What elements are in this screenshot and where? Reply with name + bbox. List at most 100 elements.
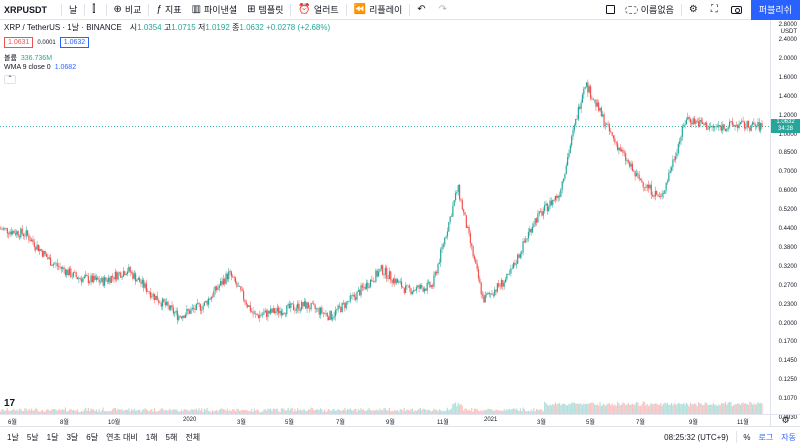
symbol-search[interactable]: XRPUSDT <box>4 4 48 15</box>
volume-bar <box>487 408 489 414</box>
auto-scale-button[interactable]: 자동 <box>781 432 796 442</box>
clock[interactable]: 08:25:32 (UTC+9) <box>664 432 729 442</box>
range-button[interactable]: 1해 <box>145 432 158 442</box>
settings-button[interactable]: ⚙ <box>684 0 706 20</box>
volume-bar <box>249 411 251 414</box>
wma-legend[interactable]: WMA 9 close 0 1.0682 <box>4 64 76 71</box>
time-tick-label: 2020 <box>183 417 197 423</box>
interval-button[interactable]: 날 <box>64 0 82 20</box>
high-label: 고 <box>163 23 172 32</box>
candle-body <box>116 271 118 280</box>
range-button[interactable]: 1달 <box>46 432 59 442</box>
candle-body <box>371 279 373 282</box>
volume-bar <box>588 403 590 414</box>
range-button[interactable]: 6달 <box>86 432 99 442</box>
volume-bar <box>421 410 423 414</box>
volume-bar <box>633 404 635 414</box>
percent-scale-button[interactable]: % <box>743 432 751 442</box>
candle-body <box>741 120 743 123</box>
chart-pane[interactable] <box>0 20 770 414</box>
indicators-button[interactable]: ƒ 지표 <box>151 0 186 20</box>
candle-body <box>263 312 265 315</box>
volume-bar <box>93 409 95 414</box>
sell-price-button[interactable]: 1.0631 <box>4 37 34 48</box>
volume-bar <box>616 401 619 414</box>
candle-body <box>603 114 605 126</box>
candle-body <box>529 228 531 233</box>
candle-body <box>653 196 655 197</box>
candle-body <box>387 278 389 280</box>
candle-body <box>411 291 413 295</box>
candle-body <box>445 236 447 238</box>
axis-settings-button[interactable]: ⚙ <box>770 414 800 426</box>
volume-legend[interactable]: 볼륨 336.736M <box>4 53 52 63</box>
time-tick-label: 3월 <box>237 420 246 426</box>
volume-bar <box>287 407 289 414</box>
candle-body <box>174 312 176 314</box>
volume-bar <box>396 410 399 414</box>
candle-body <box>306 302 308 309</box>
volume-bar <box>344 407 346 414</box>
volume-bar <box>375 410 377 414</box>
save-layout-button[interactable]: 이름없음 <box>620 0 679 20</box>
volume-bar <box>720 403 723 414</box>
tradingview-logo[interactable]: 17 <box>4 398 16 409</box>
range-button[interactable]: 연초 대비 <box>106 432 138 442</box>
volume-bar <box>174 409 176 414</box>
redo-button[interactable]: ↷ <box>434 0 455 20</box>
candle-body <box>29 240 31 242</box>
candle-body <box>600 107 602 117</box>
volume-bar <box>646 403 648 414</box>
publish-button[interactable]: 퍼블리쉬 <box>750 0 800 20</box>
range-button[interactable]: 5날 <box>26 432 39 442</box>
candle-body <box>319 307 322 315</box>
price-chart[interactable] <box>0 20 770 414</box>
volume-bar <box>522 407 524 414</box>
range-button[interactable]: 전체 <box>185 432 201 442</box>
financials-button[interactable]: ▥ 파이낸셜 <box>187 0 243 20</box>
volume-bar <box>625 405 627 414</box>
undo-button[interactable]: ↶ <box>412 0 433 20</box>
volume-bar <box>71 410 73 414</box>
candle-body <box>471 243 473 247</box>
volume-bar <box>753 403 755 414</box>
volume-bar <box>380 410 382 414</box>
candle-body <box>400 281 403 288</box>
volume-bar <box>253 408 255 414</box>
volume-bar <box>0 411 2 414</box>
time-axis[interactable]: 6월 8월 10월 2020 3월 5월 7월 9월 11월 2021 3월 5월 7월 9월 11월 <box>0 414 770 426</box>
candle-body <box>238 286 241 287</box>
log-scale-button[interactable]: 로그 <box>758 432 774 442</box>
wma-label: WMA 9 close 0 <box>4 64 51 71</box>
range-button[interactable]: 5해 <box>165 432 178 442</box>
candle-body <box>76 277 79 280</box>
replay-button[interactable]: ⏪ 리플레이 <box>349 0 408 20</box>
compare-button[interactable]: ⊕ 비교 <box>109 0 147 20</box>
volume-bar <box>336 410 338 414</box>
range-button[interactable]: 1날 <box>7 432 19 442</box>
spread-value: 0.0001 <box>37 39 56 46</box>
layout-button[interactable] <box>601 0 620 20</box>
candle-body <box>206 300 208 305</box>
snapshot-button[interactable] <box>726 0 747 20</box>
price-axis[interactable]: 2.8000 USDT 2.4000 2.0000 1.6000 1.4000 1.200… <box>770 20 800 440</box>
candle-body <box>579 106 581 109</box>
buy-price-button[interactable]: 1.0632 <box>59 37 90 48</box>
candle-body <box>183 315 185 318</box>
pair-title[interactable]: XRP / TetherUS · 1날 · BINANCE <box>4 23 122 32</box>
candle-body <box>757 122 759 127</box>
chart-type-button[interactable]: ⫿ <box>87 0 103 20</box>
candle-body <box>540 211 542 212</box>
templates-button[interactable]: ⊞ 템플릿 <box>242 0 288 20</box>
collapse-legend-button[interactable]: ⌃ <box>4 75 16 84</box>
candle-body <box>633 170 635 172</box>
volume-bar <box>409 410 411 414</box>
candle-body <box>479 278 481 283</box>
volume-bar <box>261 411 264 414</box>
fullscreen-button[interactable]: ⛶ <box>706 0 726 20</box>
change-value: +0.0278 (+2.68%) <box>266 23 331 32</box>
range-button[interactable]: 3달 <box>66 432 79 442</box>
candle-body <box>697 121 700 127</box>
volume-bar <box>476 409 478 414</box>
alert-button[interactable]: ⏰ 얼러트 <box>293 0 343 20</box>
